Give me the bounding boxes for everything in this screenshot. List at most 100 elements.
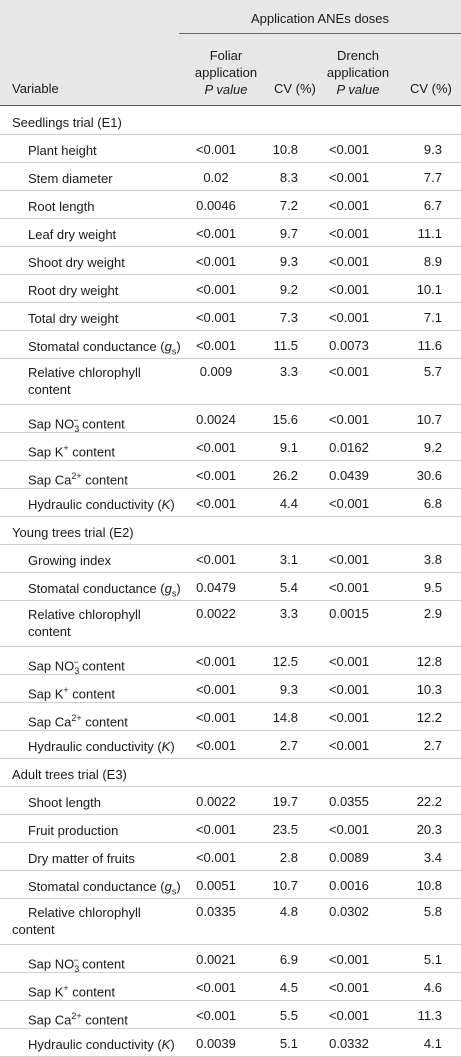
row-label-text: Adult trees trial (E3) (12, 767, 127, 782)
row-label-text: Hydraulic conductivity (K) (28, 739, 175, 754)
section-label: Adult trees trial (E3) (12, 766, 127, 783)
row-label: Sap NO3− content (28, 952, 125, 978)
row-label-line2: content (28, 382, 71, 397)
row-label: Sap NO3− content (28, 412, 125, 438)
row-label-suffix: content (81, 714, 128, 730)
section-row: Seedlings trial (E1) (0, 107, 461, 135)
superscript: 2+ (71, 471, 82, 481)
drench-cv: 2.9 (423, 606, 442, 621)
drench-cv: 12.8 (416, 654, 442, 669)
drench-cv: 20.3 (416, 822, 442, 837)
subscript: 3 (74, 423, 80, 434)
row-label: Sap K+ content (28, 440, 115, 460)
foliar-cv: 4.5 (279, 980, 298, 995)
foliar-p-value: 0.0039 (196, 1036, 236, 1051)
foliar-cv: 9.7 (279, 226, 298, 241)
drench-cv: 7.7 (423, 170, 442, 185)
row-label: Sap Ca2+ content (28, 710, 128, 730)
table-row: Growing index <0.001 3.1 <0.001 3.8 (0, 545, 461, 573)
row-label: Hydraulic conductivity (K) (28, 1036, 175, 1053)
drench-p-value: <0.001 (328, 170, 370, 185)
superscript: − (73, 415, 79, 425)
row-label: Dry matter of fruits (28, 850, 135, 867)
foliar-cv: 9.1 (279, 440, 298, 455)
drench-header-line2: application (326, 65, 390, 80)
row-label-text: Relative chlorophyll (28, 905, 141, 920)
drench-cv: 8.9 (423, 254, 442, 269)
row-label-suffix: ) (176, 879, 181, 894)
drench-p-value: <0.001 (328, 310, 370, 325)
row-label-text: Sap NO (28, 416, 75, 432)
row-label-suffix: content (78, 658, 125, 674)
foliar-cv: 8.3 (279, 170, 298, 185)
drench-cv: 9.3 (423, 142, 442, 157)
drench-cv: 11.3 (417, 1008, 442, 1023)
row-label-text: Stomatal conductance (g (28, 339, 172, 354)
drench-cv: 22.2 (416, 794, 442, 809)
foliar-p-value: <0.001 (195, 440, 237, 455)
superscript: 2+ (71, 713, 82, 723)
table-row: Sap Ca2+ content <0.001 26.2 0.0439 30.6 (0, 461, 461, 489)
foliar-p-value: <0.001 (195, 682, 237, 697)
foliar-p-value: 0.0046 (196, 198, 236, 213)
foliar-cv: 5.4 (279, 580, 298, 595)
row-label-text: Relative chlorophyll (28, 607, 141, 622)
row-label-suffix: content (81, 1012, 128, 1028)
foliar-cv: 4.8 (279, 904, 298, 919)
table-row: Total dry weight <0.001 7.3 <0.001 7.1 (0, 303, 461, 331)
foliar-p-value: <0.001 (195, 552, 237, 567)
drench-p-value: <0.001 (328, 282, 370, 297)
row-label-text: Stomatal conductance (g (28, 879, 172, 894)
table-row: Stem diameter 0.02 8.3 <0.001 7.7 (0, 163, 461, 191)
row-label-suffix: ) (176, 581, 181, 596)
subscript: s (171, 886, 177, 897)
foliar-cv: 23.5 (272, 822, 298, 837)
row-label-suffix: content (78, 956, 125, 972)
foliar-cv: 5.1 (279, 1036, 298, 1051)
foliar-p-value: <0.001 (195, 142, 237, 157)
foliar-p-value: 0.02 (203, 170, 229, 185)
row-label-text: Hydraulic conductivity (K) (28, 1037, 175, 1052)
table-row: Leaf dry weight <0.001 9.7 <0.001 11.1 (0, 219, 461, 247)
row-label-text: Sap NO (28, 658, 75, 674)
foliar-p-value: 0.0022 (196, 606, 236, 621)
foliar-p-value: <0.001 (195, 310, 237, 325)
drench-cv: 11.1 (417, 226, 442, 241)
drench-p-value: <0.001 (328, 952, 370, 967)
drench-p-value: <0.001 (328, 580, 370, 595)
foliar-cv: 5.5 (279, 1008, 298, 1023)
drench-cv: 3.4 (423, 850, 442, 865)
superscript: − (73, 955, 79, 965)
foliar-p-value: <0.001 (195, 850, 237, 865)
table-row: Stomatal conductance (gs) 0.0479 5.4 <0.001… (0, 573, 461, 601)
foliar-cv: 9.2 (279, 282, 298, 297)
row-label-text: Sap Ca (28, 472, 72, 488)
drench-p-value: <0.001 (328, 412, 370, 427)
variable-header: Variable (12, 81, 59, 96)
foliar-p-value: 0.0024 (196, 412, 236, 427)
table-row: Hydraulic conductivity (K) 0.0039 5.1 0.033… (0, 1029, 461, 1057)
superscript: + (63, 685, 69, 695)
row-label-text: Total dry weight (28, 311, 119, 326)
foliar-p-value: <0.001 (195, 1008, 237, 1023)
section-row: Young trees trial (E2) (0, 517, 461, 545)
drench-p-value: <0.001 (328, 980, 370, 995)
drench-p-value: <0.001 (328, 682, 370, 697)
row-label: Sap Ca2+ content (28, 468, 128, 488)
cv-header-2: CV (%) (410, 81, 452, 96)
table-row: Relative chlorophyll content 0.0022 3.3 0.00… (0, 601, 461, 647)
row-label: Sap K+ content (28, 980, 115, 1000)
row-label-text: Dry matter of fruits (28, 851, 135, 866)
table-row: Sap K+ content <0.001 9.3 <0.001 10.3 (0, 675, 461, 703)
row-label-suffix: content (78, 416, 125, 432)
foliar-cv: 2.8 (279, 850, 298, 865)
foliar-cv: 7.2 (279, 198, 298, 213)
drench-cv: 30.6 (416, 468, 442, 483)
foliar-p-value: <0.001 (195, 338, 237, 353)
row-label: Shoot length (28, 794, 101, 811)
drench-header-line1: Drench (337, 48, 379, 63)
row-label-text: Hydraulic conductivity (K) (28, 497, 175, 512)
drench-cv: 2.7 (423, 738, 442, 753)
foliar-header-line3: P value (204, 82, 248, 97)
